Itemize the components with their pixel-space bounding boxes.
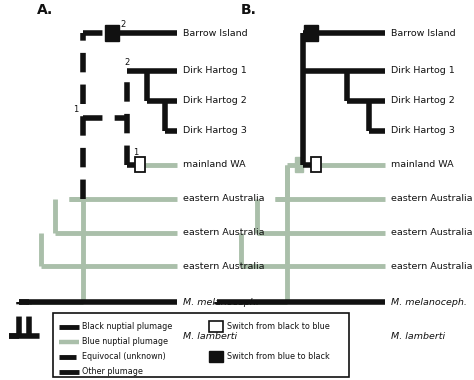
Text: A.: A.: [36, 3, 53, 17]
Text: 2: 2: [125, 58, 130, 67]
Text: eastern Australia: eastern Australia: [391, 228, 473, 237]
Text: Switch from black to blue: Switch from black to blue: [227, 322, 329, 331]
Text: Equivocal (unknown): Equivocal (unknown): [82, 352, 166, 361]
Bar: [304, 25, 318, 41]
Text: Barrow Island: Barrow Island: [183, 28, 247, 38]
Bar: [311, 157, 321, 172]
Text: eastern Australia: eastern Australia: [183, 262, 264, 271]
Bar: [53, 314, 349, 377]
Text: 2: 2: [120, 21, 125, 29]
Text: eastern Australia: eastern Australia: [183, 228, 264, 237]
Text: M. lamberti: M. lamberti: [183, 331, 237, 340]
Text: Dirk Hartog 2: Dirk Hartog 2: [391, 96, 455, 105]
Text: Barrow Island: Barrow Island: [391, 28, 456, 38]
Text: Black nuptial plumage: Black nuptial plumage: [82, 322, 172, 331]
Text: mainland WA: mainland WA: [183, 160, 246, 169]
Text: Switch from blue to black: Switch from blue to black: [227, 352, 329, 361]
Text: Dirk Hartog 3: Dirk Hartog 3: [391, 127, 455, 135]
Text: Dirk Hartog 3: Dirk Hartog 3: [183, 127, 246, 135]
Text: Blue nuptial plumage: Blue nuptial plumage: [82, 337, 168, 346]
Text: B.: B.: [241, 3, 257, 17]
Text: Dirk Hartog 1: Dirk Hartog 1: [391, 66, 455, 75]
Text: Dirk Hartog 2: Dirk Hartog 2: [183, 96, 246, 105]
Text: eastern Australia: eastern Australia: [391, 262, 473, 271]
Text: eastern Australia: eastern Australia: [183, 194, 264, 203]
Bar: [135, 157, 145, 172]
Bar: [209, 321, 223, 332]
Text: eastern Australia: eastern Australia: [391, 194, 473, 203]
Bar: [105, 25, 119, 41]
Text: mainland WA: mainland WA: [391, 160, 454, 169]
Text: M. lamberti: M. lamberti: [391, 331, 445, 340]
Text: 1: 1: [73, 105, 78, 114]
Text: M. melanoceph.: M. melanoceph.: [391, 298, 467, 307]
Text: Dirk Hartog 1: Dirk Hartog 1: [183, 66, 246, 75]
Bar: [209, 351, 223, 363]
Text: 1: 1: [133, 148, 138, 157]
Text: Other plumage: Other plumage: [82, 367, 143, 376]
Bar: [295, 157, 303, 172]
Text: M. melanoceph.: M. melanoceph.: [183, 298, 259, 307]
